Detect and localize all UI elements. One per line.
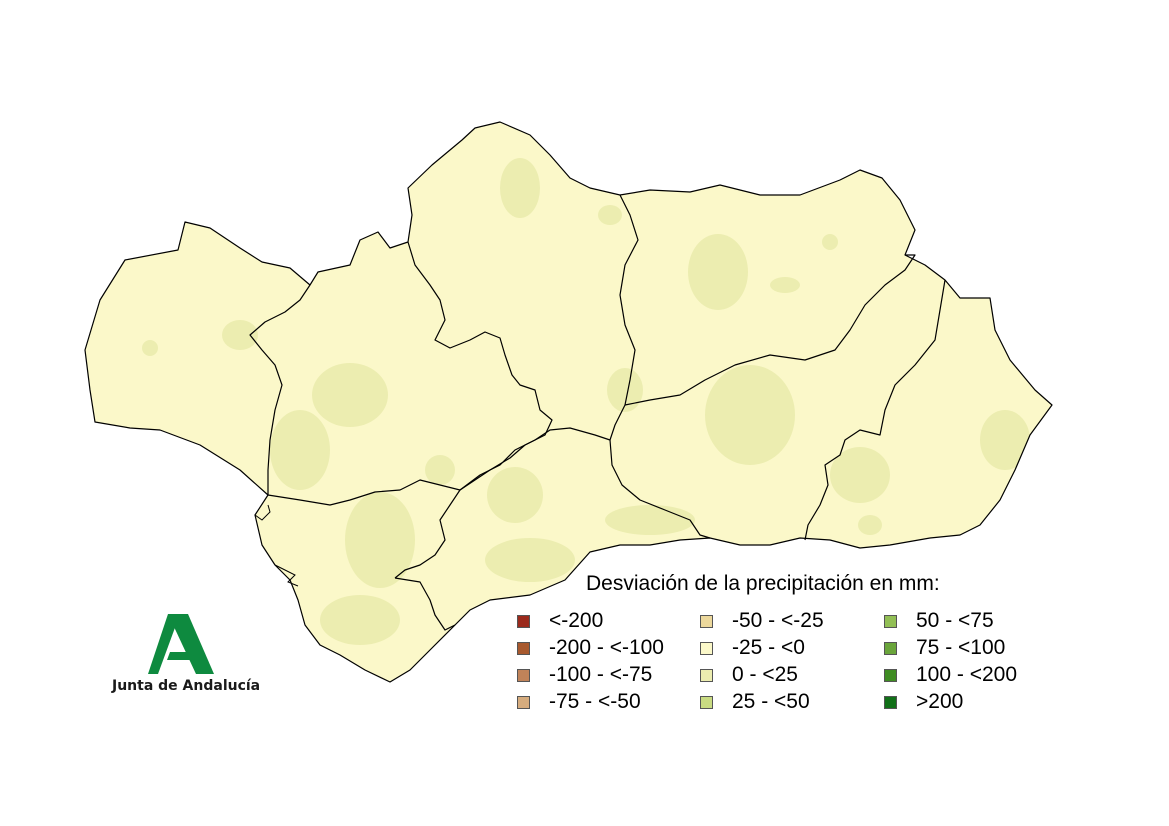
legend-label: <-200 [549,609,604,632]
border-cordoba-jaen [609,194,639,441]
guadalquivir-mouth-detail [254,504,271,521]
legend-swatch [517,641,530,655]
legend-swatch [884,614,897,628]
border-malaga-granada [609,439,711,539]
border-jaen-granada [624,254,916,406]
legend-label: 75 - <100 [916,636,1006,659]
legend-item: 50 - <75 [884,609,994,632]
legend-label: -50 - <-25 [732,609,824,632]
legend-label: 0 - <25 [732,663,798,686]
border-sevilla-cordoba [407,241,553,491]
legend-label: -100 - <-75 [549,663,653,686]
legend-item: >200 [884,690,964,713]
legend-item: <-200 [517,609,604,632]
legend-swatch [884,641,897,655]
border-huelva-sevilla [249,284,311,495]
border-cadiz-malaga [394,577,456,631]
legend-swatch [517,695,530,709]
legend-item: 75 - <100 [884,636,1006,659]
legend-item: -100 - <-75 [517,663,653,686]
legend-swatch [517,614,530,628]
legend-swatch [884,668,897,682]
cadiz-bay-detail [274,564,299,587]
logo-text: Junta de Andalucía [112,678,261,694]
legend-item: 100 - <200 [884,663,1018,686]
region-outline [84,121,1053,683]
legend-swatch [700,641,713,655]
legend-swatch [884,695,897,709]
legend-item: -200 - <-100 [517,636,664,659]
junta-andalucia-logo: Junta de Andalucía [112,612,262,702]
legend-label: -75 - <-50 [549,690,641,713]
coastal-detail [254,504,299,587]
legend-label: 50 - <75 [916,609,994,632]
legend-swatch [700,695,713,709]
border-sevilla-cadiz [267,479,461,579]
legend-label: 25 - <50 [732,690,810,713]
legend-item: -75 - <-50 [517,690,641,713]
legend-label: -200 - <-100 [549,636,664,659]
andalucia-outline [84,121,1053,683]
precipitation-patches [142,158,1030,645]
legend-item: -25 - <0 [700,636,805,659]
legend-item: 0 - <25 [700,663,798,686]
junta-andalucia-a-logo-icon [148,614,214,674]
legend-swatch [700,668,713,682]
legend-swatch [517,668,530,682]
legend-title: Desviación de la precipitación en mm: [586,572,940,595]
border-granada-almeria [804,279,946,541]
legend-label: 100 - <200 [916,663,1018,686]
legend-swatch [700,614,713,628]
legend-item: -50 - <-25 [700,609,824,632]
legend-item: 25 - <50 [700,690,810,713]
legend-label: >200 [916,690,964,713]
legend-label: -25 - <0 [732,636,805,659]
border-cordoba-malaga [459,427,611,491]
